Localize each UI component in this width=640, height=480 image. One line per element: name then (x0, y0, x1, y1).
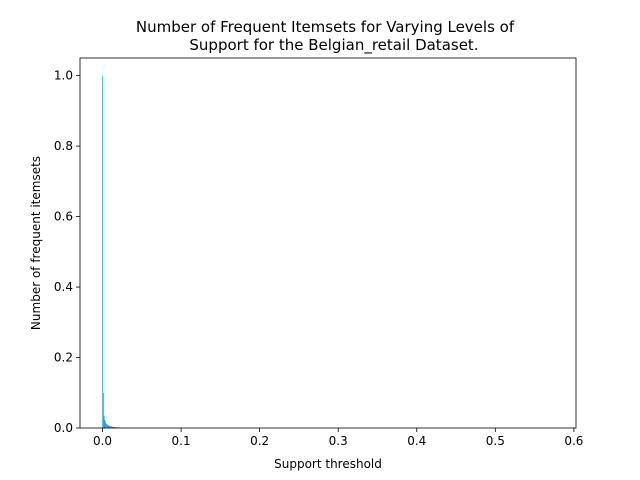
x-axis-ticks: 0.0 0.1 0.2 0.3 0.4 0.5 0.6 (93, 428, 583, 448)
x-axis-label: Support threshold (274, 457, 382, 471)
y-axis-label: Number of frequent itemsets (29, 156, 43, 330)
x-tick-label: 0.3 (329, 434, 348, 448)
y-tick-label: 0.0 (54, 421, 73, 435)
y-axis-ticks: 0.0 0.2 0.4 0.6 0.8 1.0 (54, 69, 80, 435)
bar (106, 424, 107, 428)
plot-frame (80, 58, 576, 428)
x-tick-label: 0.0 (93, 434, 112, 448)
bar (108, 425, 109, 428)
x-tick-label: 0.4 (407, 434, 426, 448)
bar (105, 420, 106, 428)
bar (107, 424, 108, 428)
x-tick-label: 0.5 (486, 434, 505, 448)
y-tick-label: 0.4 (54, 280, 73, 294)
y-tick-label: 0.2 (54, 351, 73, 365)
bar (102, 76, 103, 428)
chart-title-line-2: Support for the Belgian_retail Dataset. (189, 36, 478, 55)
x-tick-label: 0.1 (172, 434, 191, 448)
bar (105, 422, 106, 428)
x-tick-label: 0.6 (564, 434, 583, 448)
y-tick-label: 0.8 (54, 139, 73, 153)
bar (104, 416, 105, 428)
x-tick-label: 0.2 (250, 434, 269, 448)
y-tick-label: 1.0 (54, 69, 73, 83)
chart-title-line-1: Number of Frequent Itemsets for Varying … (136, 18, 515, 36)
bars-group (102, 76, 122, 428)
bar (103, 393, 104, 428)
y-tick-label: 0.6 (54, 210, 73, 224)
